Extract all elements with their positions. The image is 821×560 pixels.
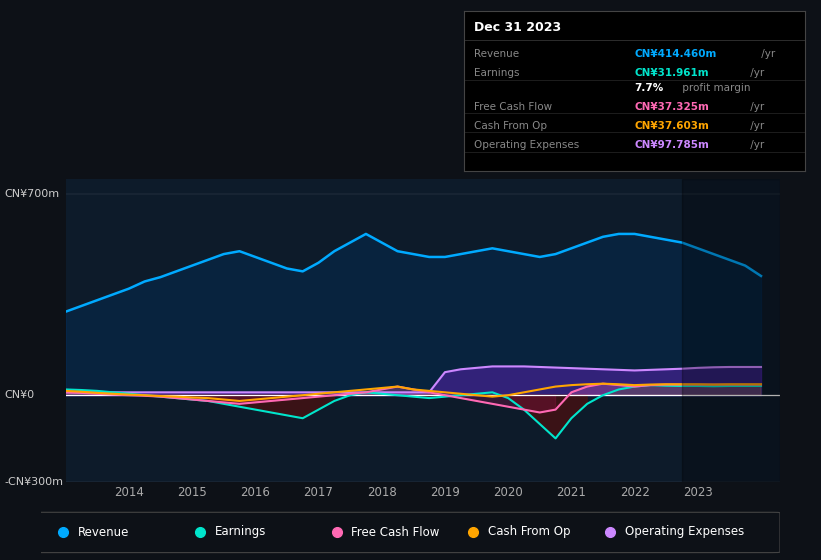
Text: -CN¥300m: -CN¥300m bbox=[4, 477, 63, 487]
Text: Cash From Op: Cash From Op bbox=[474, 121, 547, 131]
Text: CN¥37.325m: CN¥37.325m bbox=[635, 102, 709, 112]
Text: Cash From Op: Cash From Op bbox=[488, 525, 571, 539]
Text: CN¥700m: CN¥700m bbox=[4, 189, 59, 199]
Text: /yr: /yr bbox=[746, 140, 764, 150]
Text: Revenue: Revenue bbox=[78, 525, 130, 539]
Text: /yr: /yr bbox=[746, 121, 764, 131]
Text: Operating Expenses: Operating Expenses bbox=[625, 525, 744, 539]
Text: Free Cash Flow: Free Cash Flow bbox=[474, 102, 553, 112]
Text: Earnings: Earnings bbox=[474, 68, 520, 78]
Text: CN¥31.961m: CN¥31.961m bbox=[635, 68, 709, 78]
Text: /yr: /yr bbox=[746, 68, 764, 78]
Text: Dec 31 2023: Dec 31 2023 bbox=[474, 21, 562, 34]
Text: 7.7%: 7.7% bbox=[635, 83, 663, 93]
Bar bbox=[682, 179, 780, 482]
Text: Earnings: Earnings bbox=[215, 525, 266, 539]
Text: Operating Expenses: Operating Expenses bbox=[474, 140, 580, 150]
Text: Free Cash Flow: Free Cash Flow bbox=[351, 525, 440, 539]
Text: CN¥0: CN¥0 bbox=[4, 390, 34, 400]
Text: CN¥37.603m: CN¥37.603m bbox=[635, 121, 709, 131]
Text: CN¥414.460m: CN¥414.460m bbox=[635, 49, 717, 59]
Text: Revenue: Revenue bbox=[474, 49, 519, 59]
Text: profit margin: profit margin bbox=[679, 83, 750, 93]
Text: /yr: /yr bbox=[746, 102, 764, 112]
Text: /yr: /yr bbox=[758, 49, 775, 59]
Text: CN¥97.785m: CN¥97.785m bbox=[635, 140, 709, 150]
